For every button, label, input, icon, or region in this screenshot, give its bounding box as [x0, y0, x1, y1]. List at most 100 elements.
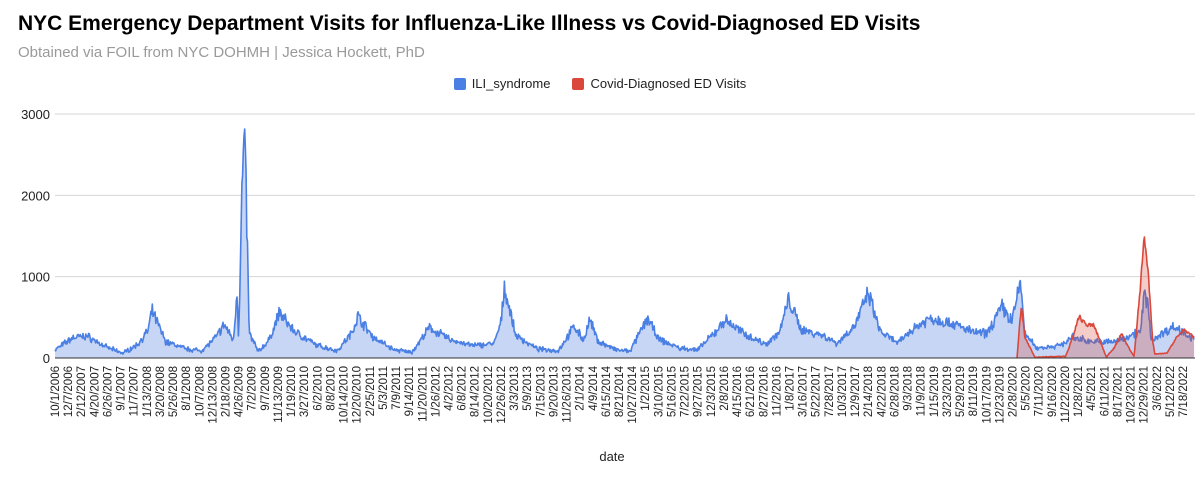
- chart-title: NYC Emergency Department Visits for Infl…: [18, 12, 921, 35]
- x-tick-label: 7/2/2009: [247, 366, 259, 411]
- x-tick-label: 3/16/2017: [798, 366, 810, 417]
- x-tick-label: 4/15/2016: [732, 366, 744, 417]
- x-axis-title: date: [599, 449, 624, 464]
- x-tick-label: 7/22/2015: [680, 366, 692, 417]
- series-area-covid: [1017, 237, 1195, 358]
- x-tick-label: 7/11/2020: [1034, 366, 1046, 416]
- x-tick-label: 10/14/2010: [339, 366, 351, 424]
- x-tick-label: 1/15/2019: [929, 366, 941, 417]
- x-tick-label: 4/20/2007: [89, 366, 101, 417]
- x-tick-label: 2/25/2011: [365, 366, 377, 416]
- x-tick-label: 2/18/2009: [221, 366, 233, 417]
- x-tick-label: 4/9/2014: [588, 365, 600, 410]
- y-tick-label: 3000: [21, 107, 50, 122]
- y-tick-label: 2000: [21, 188, 50, 203]
- x-tick-label: 12/23/2019: [994, 366, 1006, 424]
- x-tick-label: 10/23/2021: [1126, 366, 1138, 424]
- x-tick-label: 11/22/2020: [1060, 366, 1072, 423]
- x-tick-label: 1/2/2015: [640, 366, 652, 411]
- x-tick-label: 5/12/2022: [1165, 366, 1177, 417]
- legend-swatch-ili: [453, 77, 466, 90]
- legend-item-covid[interactable]: Covid-Diagnosed ED Visits: [572, 76, 746, 91]
- x-tick-label: 5/16/2015: [666, 366, 678, 417]
- x-tick-label: 8/21/2014: [614, 365, 626, 417]
- x-tick-label: 6/2/2010: [312, 366, 324, 411]
- x-tick-label: 5/3/2011: [378, 366, 390, 410]
- x-tick-label: 8/27/2016: [758, 366, 770, 417]
- x-tick-label: 12/9/2017: [850, 366, 862, 417]
- x-tick-label: 8/11/2019: [968, 366, 980, 416]
- x-tick-label: 9/7/2009: [260, 366, 272, 411]
- x-tick-label: 10/20/2012: [483, 366, 495, 424]
- x-tick-label: 1/19/2010: [286, 366, 298, 417]
- x-tick-label: 8/14/2012: [470, 366, 482, 417]
- x-tick-label: 9/20/2013: [548, 366, 560, 417]
- x-tick-label: 11/7/2007: [129, 366, 141, 416]
- x-tick-label: 9/27/2015: [693, 366, 705, 417]
- x-tick-label: 10/17/2019: [981, 366, 993, 424]
- legend-label-covid: Covid-Diagnosed ED Visits: [590, 76, 747, 91]
- x-tick-label: 6/21/2016: [745, 366, 757, 417]
- x-tick-label: 10/1/2006: [50, 366, 62, 417]
- x-tick-label: 9/3/2018: [903, 366, 915, 411]
- x-tick-label: 11/26/2013: [562, 366, 574, 423]
- x-tick-label: 7/28/2017: [824, 366, 836, 417]
- legend-item-ili[interactable]: ILI_syndrome: [453, 76, 551, 91]
- x-tick-label: 2/12/2007: [76, 366, 88, 417]
- x-tick-label: 10/3/2017: [837, 366, 849, 417]
- x-tick-label: 1/13/2008: [142, 366, 154, 417]
- x-tick-label: 8/8/2010: [325, 366, 337, 411]
- x-tick-label: 8/1/2008: [181, 366, 193, 411]
- x-tick-label: 12/13/2008: [207, 366, 219, 424]
- x-tick-label: 3/3/2013: [509, 366, 521, 411]
- x-tick-label: 11/13/2009: [273, 366, 285, 423]
- x-tick-label: 11/20/2011: [417, 366, 429, 422]
- legend: ILI_syndrome Covid-Diagnosed ED Visits: [0, 76, 1200, 91]
- x-tick-label: 5/9/2013: [522, 366, 534, 411]
- x-tick-label: 5/22/2017: [811, 366, 823, 417]
- y-tick-label: 0: [43, 351, 50, 366]
- x-tick-label: 5/26/2008: [168, 366, 180, 417]
- series-line-covid[interactable]: [1016, 236, 1195, 359]
- x-tick-label: 3/6/2022: [1152, 366, 1164, 411]
- series-line-ili[interactable]: [54, 128, 1195, 355]
- x-tick-label: 11/9/2018: [916, 366, 928, 416]
- x-tick-label: 7/9/2011: [391, 366, 403, 410]
- chart-subtitle: Obtained via FOIL from NYC DOHMH | Jessi…: [18, 44, 425, 61]
- x-tick-label: 6/26/2007: [102, 366, 114, 417]
- y-tick-label: 1000: [21, 270, 50, 285]
- x-tick-label: 10/7/2008: [194, 366, 206, 417]
- x-tick-label: 6/28/2018: [889, 366, 901, 417]
- x-tick-label: 7/15/2013: [535, 366, 547, 417]
- x-tick-label: 3/23/2019: [942, 366, 954, 417]
- x-tick-label: 9/16/2020: [1047, 366, 1059, 417]
- x-tick-label: 4/22/2018: [876, 366, 888, 417]
- x-tick-label: 7/18/2022: [1178, 366, 1190, 417]
- x-tick-label: 5/5/2020: [1021, 366, 1033, 411]
- x-tick-label: 8/17/2021: [1112, 366, 1124, 417]
- x-tick-label: 6/11/2021: [1099, 366, 1111, 416]
- x-tick-label: 9/14/2011: [404, 366, 416, 416]
- x-tick-label: 2/1/2014: [575, 365, 587, 410]
- x-tick-label: 4/2/2012: [443, 366, 455, 411]
- x-tick-label: 4/5/2021: [1086, 366, 1098, 411]
- x-tick-label: 6/8/2012: [457, 366, 469, 411]
- x-tick-label: 4/26/2009: [234, 366, 246, 417]
- legend-label-ili: ILI_syndrome: [471, 76, 551, 91]
- x-tick-label: 12/26/2012: [496, 366, 508, 424]
- x-tick-label: 12/3/2015: [706, 366, 718, 417]
- legend-swatch-covid: [572, 77, 585, 90]
- x-tick-label: 2/8/2016: [719, 366, 731, 411]
- x-tick-label: 5/29/2019: [955, 366, 967, 417]
- x-tick-label: 2/14/2018: [863, 366, 875, 417]
- x-tick-label: 1/8/2017: [785, 366, 797, 411]
- x-tick-label: 10/27/2014: [627, 365, 639, 423]
- x-tick-label: 3/20/2008: [155, 366, 167, 417]
- x-tick-label: 9/1/2007: [116, 366, 128, 411]
- x-tick-label: 2/28/2020: [1007, 366, 1019, 417]
- x-tick-label: 12/20/2010: [352, 366, 364, 424]
- x-tick-label: 3/27/2010: [299, 366, 311, 417]
- x-tick-label: 1/26/2012: [430, 366, 442, 417]
- x-tick-label: 6/15/2014: [601, 365, 613, 417]
